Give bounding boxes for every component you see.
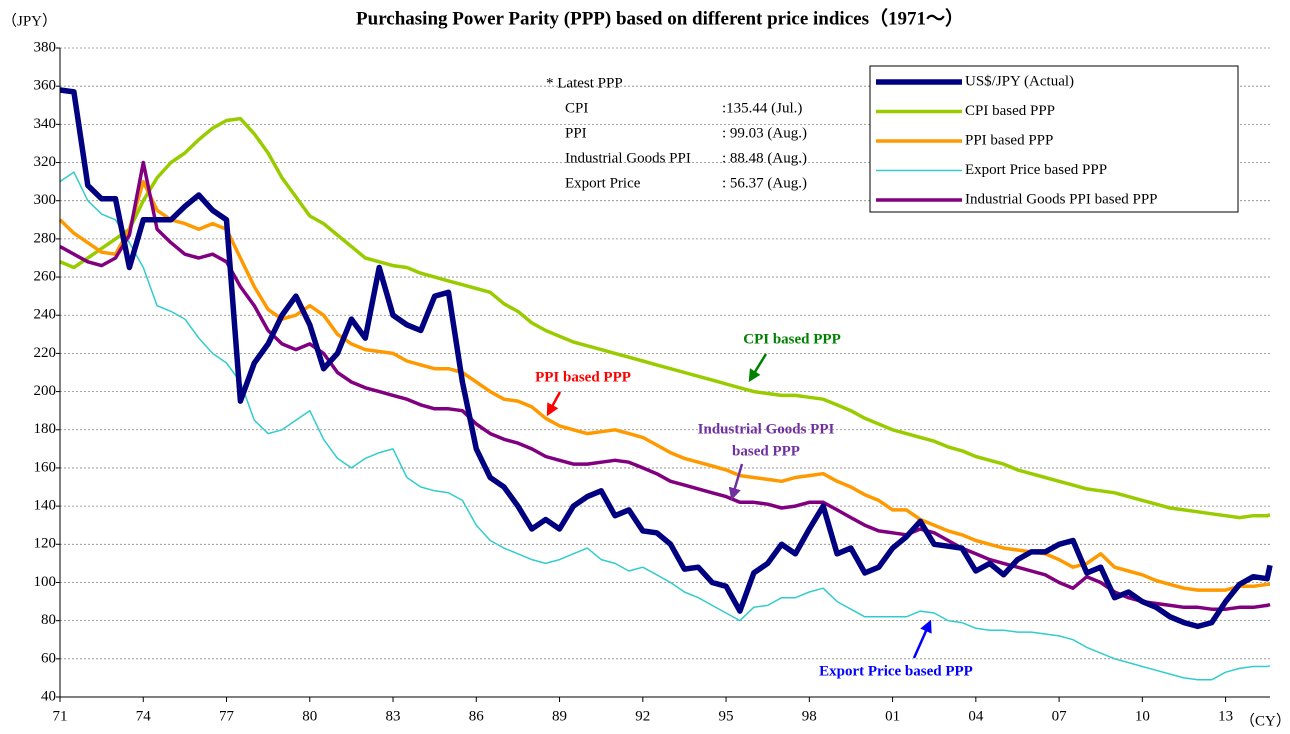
arrow bbox=[546, 391, 562, 417]
y-tick-label: 200 bbox=[34, 383, 57, 399]
legend-label: PPI based PPP bbox=[965, 132, 1053, 148]
y-tick-label: 240 bbox=[34, 307, 57, 323]
y-tick-label: 100 bbox=[34, 574, 57, 590]
legend-label: Export Price based PPP bbox=[965, 162, 1107, 178]
annotations: CPI based PPP PPI based PPP Industrial Goo… bbox=[535, 331, 973, 679]
box-label: CPI bbox=[565, 100, 588, 116]
chart-title: Purchasing Power Parity (PPP) based on d… bbox=[356, 6, 964, 29]
series-line bbox=[59, 160, 1271, 611]
x-axis-label: （CY） bbox=[1240, 712, 1290, 729]
box-value: : 99.03 (Aug.) bbox=[722, 125, 807, 141]
x-tick-label: 83 bbox=[386, 708, 401, 724]
box-value: : 88.48 (Aug.) bbox=[722, 150, 807, 166]
y-tick-label: 60 bbox=[41, 650, 56, 666]
box-label: Industrial Goods PPI bbox=[565, 150, 691, 166]
y-tick-label: 320 bbox=[34, 154, 57, 170]
x-tick-label: 71 bbox=[53, 708, 68, 724]
x-tick-label: 95 bbox=[719, 708, 734, 724]
x-tick-label: 04 bbox=[968, 708, 984, 724]
lines bbox=[58, 87, 1273, 681]
annotation: PPI based PPP bbox=[535, 369, 631, 385]
legend-box bbox=[869, 65, 1239, 213]
annotation: CPI based PPP bbox=[743, 331, 841, 347]
arrow bbox=[748, 353, 768, 383]
y-tick-label: 300 bbox=[34, 192, 57, 208]
arrows bbox=[546, 353, 932, 659]
annotation: Export Price based PPP bbox=[819, 663, 973, 679]
annotation: based PPP bbox=[732, 443, 800, 459]
x-tick-label: 89 bbox=[552, 708, 567, 724]
y-tick-label: 140 bbox=[34, 498, 57, 514]
x-tick-label: 77 bbox=[219, 708, 235, 724]
x-tick-label: 07 bbox=[1052, 708, 1068, 724]
x-tick-label: 80 bbox=[302, 708, 317, 724]
annotation: Industrial Goods PPI bbox=[698, 421, 835, 437]
y-tick-label: 160 bbox=[34, 459, 57, 475]
box-title: * Latest PPP bbox=[546, 75, 623, 91]
legend-label: US$/JPY (Actual) bbox=[965, 73, 1074, 89]
y-tick-label: 220 bbox=[34, 345, 57, 361]
x-tick-label: 86 bbox=[469, 708, 485, 724]
y-tick-label: 340 bbox=[34, 116, 57, 132]
y-tick-label: 40 bbox=[41, 688, 56, 704]
grid: 40 60 80 100 120 140 160 180 200 220 240 260 280 300 3… bbox=[34, 39, 1270, 724]
arrow bbox=[912, 619, 932, 659]
series-line bbox=[59, 116, 1271, 520]
series-line bbox=[58, 179, 1271, 592]
x-tick-label: 01 bbox=[885, 708, 900, 724]
legend-label: Industrial Goods PPI based PPP bbox=[965, 191, 1158, 207]
y-tick-label: 120 bbox=[34, 536, 57, 552]
y-tick-label: 80 bbox=[41, 612, 56, 628]
x-tick-label: 74 bbox=[136, 708, 152, 724]
y-axis-label: （JPY） bbox=[2, 12, 57, 29]
x-tick-label: 98 bbox=[802, 708, 817, 724]
legend: US$/JPY (Actual) CPI based PPP PPI based P… bbox=[876, 73, 1158, 207]
y-tick-label: 380 bbox=[34, 39, 57, 55]
arrow bbox=[728, 463, 744, 501]
y-tick-label: 180 bbox=[34, 421, 57, 437]
box-label: Export Price bbox=[565, 175, 641, 191]
x-tick-label: 10 bbox=[1135, 708, 1150, 724]
box-label: PPI bbox=[565, 125, 587, 141]
legend-label: CPI based PPP bbox=[965, 103, 1055, 119]
x-tick-label: 13 bbox=[1218, 708, 1233, 724]
y-tick-label: 360 bbox=[34, 78, 57, 94]
y-tick-label: 280 bbox=[34, 230, 57, 246]
box-value: : 56.37 (Aug.) bbox=[722, 175, 807, 191]
latest-box: * Latest PPP CPI :135.44 (Jul.) PPI : 99.03 … bbox=[546, 75, 807, 191]
series-line bbox=[59, 87, 1273, 630]
series-line bbox=[59, 171, 1271, 681]
box-value: :135.44 (Jul.) bbox=[722, 100, 802, 116]
y-tick-label: 260 bbox=[34, 268, 57, 284]
x-tick-label: 92 bbox=[635, 708, 650, 724]
